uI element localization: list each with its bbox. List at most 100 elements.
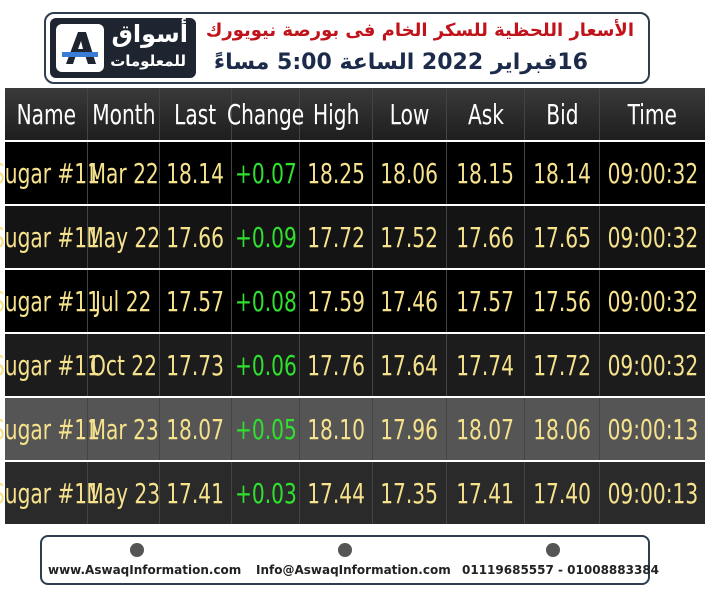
subtitle: 16فبراير 2022 الساعة 5:00 مساءً [213, 50, 588, 75]
cell-text: +0.09 [234, 220, 297, 254]
table-cell: 17.41 [160, 462, 232, 524]
cell-text: 18.14 [533, 156, 591, 190]
column-header-text: Time [627, 97, 678, 131]
table-cell: +0.07 [232, 142, 300, 204]
table-cell: +0.03 [232, 462, 300, 524]
cell-text: 17.74 [456, 348, 515, 382]
table-cell: Mar 22 [88, 142, 160, 204]
table-cell: 18.07 [447, 398, 525, 460]
table-cell: 17.44 [300, 462, 373, 524]
cell-text: 17.72 [533, 348, 591, 382]
cell-text: 17.57 [166, 284, 225, 318]
table-cell: 18.06 [525, 398, 600, 460]
cell-text: 17.41 [166, 476, 225, 510]
column-header-text: High [312, 97, 360, 131]
table-cell: 09:00:32 [600, 206, 705, 268]
table-cell: 17.41 [447, 462, 525, 524]
table-cell: 17.59 [300, 270, 373, 332]
cell-text: +0.03 [234, 476, 297, 510]
table-cell: 09:00:32 [600, 334, 705, 396]
cell-text: May 23 [86, 476, 161, 510]
table-cell: 18.10 [300, 398, 373, 460]
web-icon [130, 543, 144, 557]
table-cell: 17.66 [447, 206, 525, 268]
table-cell: 17.65 [525, 206, 600, 268]
table-cell: +0.09 [232, 206, 300, 268]
cell-text: 17.72 [307, 220, 365, 254]
cell-text: 09:00:32 [607, 284, 698, 318]
phones: 01119685557 - 01008883384 [462, 563, 660, 577]
table-cell: 18.06 [373, 142, 447, 204]
table-cell: 18.15 [447, 142, 525, 204]
cell-text: 17.66 [166, 220, 225, 254]
cell-text: 18.07 [456, 412, 515, 446]
cell-text: Sugar #11 [0, 412, 100, 446]
table-cell: 17.64 [373, 334, 447, 396]
cell-text: 17.64 [380, 348, 439, 382]
cell-text: 18.14 [166, 156, 225, 190]
table-cell: Sugar #11 [0, 462, 100, 524]
cell-text: Sugar #11 [0, 348, 100, 382]
table-cell: 18.07 [160, 398, 232, 460]
cell-text: Sugar #11 [0, 220, 100, 254]
cell-text: 17.96 [380, 412, 439, 446]
cell-text: 09:00:32 [607, 220, 698, 254]
table-cell: 17.35 [373, 462, 447, 524]
cell-text: 17.52 [380, 220, 439, 254]
table-cell: May 23 [86, 462, 161, 524]
table-cell: 17.56 [525, 270, 600, 332]
table-cell: 18.14 [160, 142, 232, 204]
cell-text: 17.41 [456, 476, 515, 510]
cell-text: Oct 22 [90, 348, 157, 382]
column-header: Ask [447, 88, 525, 140]
table-cell: 17.66 [160, 206, 232, 268]
cell-text: 09:00:32 [607, 348, 698, 382]
column-header-text: Month [91, 97, 156, 131]
title: الأسعار اللحظية للسكر الخام فى بورصة نيو… [205, 20, 634, 41]
table-cell: 17.57 [447, 270, 525, 332]
table-cell: 18.14 [525, 142, 600, 204]
column-header-text: Change [226, 97, 305, 131]
column-header: Month [88, 88, 160, 140]
table-cell: Sugar #11 [0, 334, 100, 396]
table-cell: 09:00:32 [600, 270, 705, 332]
website: www.AswaqInformation.com [48, 563, 242, 577]
table-cell: 17.46 [373, 270, 447, 332]
column-header: High [300, 88, 373, 140]
column-header-text: Low [389, 97, 430, 131]
cell-text: Sugar #11 [0, 476, 100, 510]
column-header: Change [227, 88, 304, 140]
logo: أسواق للمعلومات [50, 18, 196, 78]
table: Name Month Last Change High Low Ask Bid Time Suga… [0, 88, 705, 526]
column-header-text: Ask [467, 97, 504, 131]
table-cell: 09:00:32 [600, 142, 705, 204]
cell-text: 17.44 [307, 476, 365, 510]
cell-text: Sugar #11 [0, 284, 100, 318]
table-cell: Sugar #11 [0, 206, 100, 268]
table-cell: 17.73 [160, 334, 232, 396]
cell-text: 17.35 [380, 476, 439, 510]
cell-text: Mar 22 [88, 156, 159, 190]
column-header: Bid [525, 88, 600, 140]
table-row: Sugar #11 May 23 17.41 +0.03 17.44 17.35 17.41… [0, 462, 705, 526]
cell-text: 17.40 [533, 476, 591, 510]
table-row: Sugar #11 Oct 22 17.73 +0.06 17.76 17.64 17.74… [0, 334, 705, 398]
table-cell: 17.57 [160, 270, 232, 332]
table-cell: 17.72 [525, 334, 600, 396]
cell-text: 09:00:13 [607, 412, 698, 446]
table-cell: 09:00:13 [600, 462, 705, 524]
table-cell: Sugar #11 [0, 142, 100, 204]
cell-text: 17.59 [307, 284, 365, 318]
table-cell: 17.74 [447, 334, 525, 396]
cell-text: 17.65 [533, 220, 591, 254]
column-header-text: Last [174, 97, 217, 131]
table-cell: Sugar #11 [0, 270, 100, 332]
table-cell: Jul 22 [88, 270, 160, 332]
cell-text: +0.08 [234, 284, 297, 318]
table-cell: 17.52 [373, 206, 447, 268]
cell-text: 18.07 [166, 412, 225, 446]
cell-text: May 22 [86, 220, 161, 254]
mail-icon [338, 543, 352, 557]
table-cell: 18.25 [300, 142, 373, 204]
